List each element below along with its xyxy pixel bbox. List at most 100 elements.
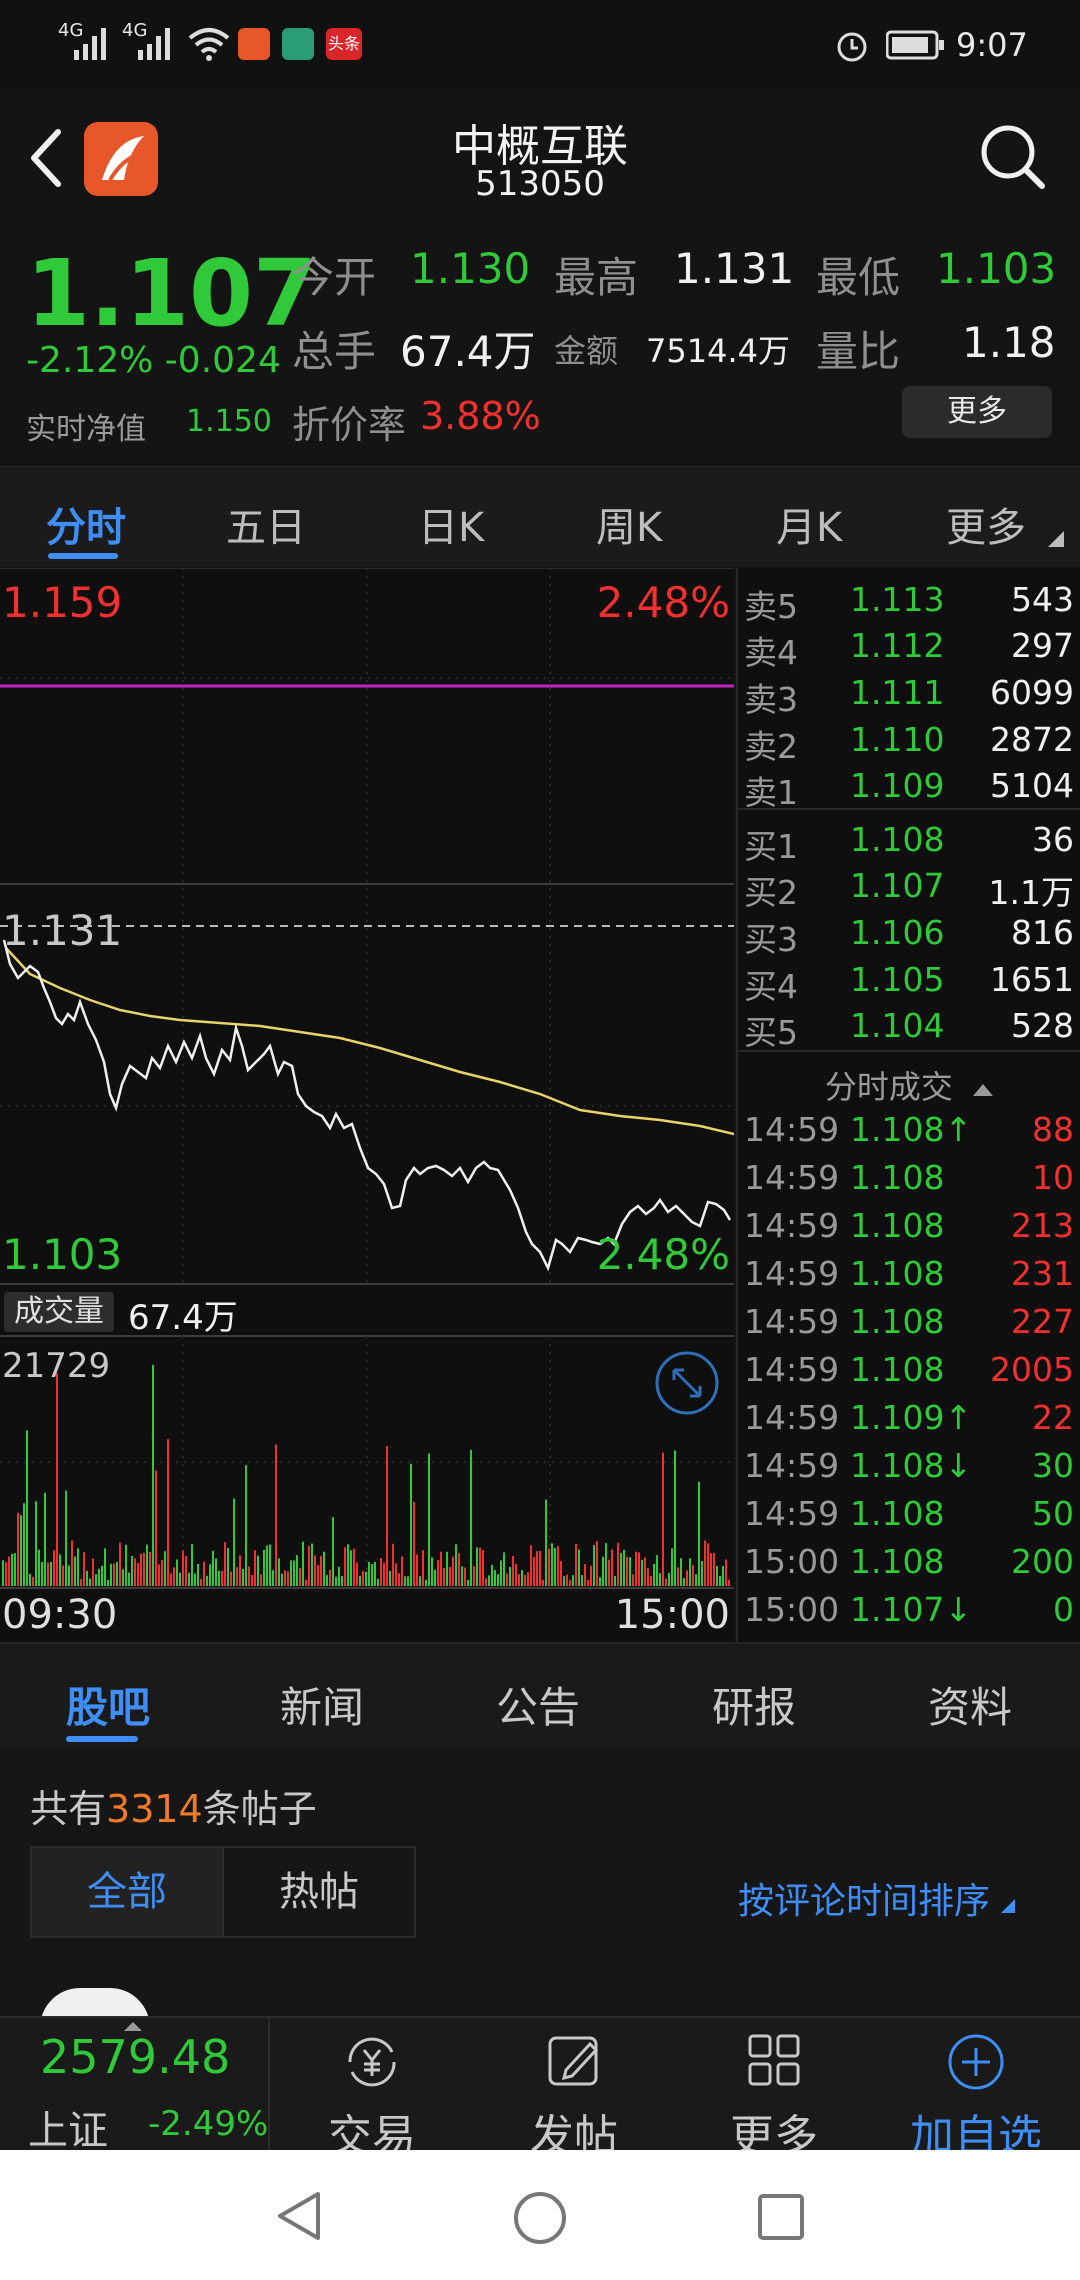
post-button[interactable]: 发帖 [474,2018,674,2162]
volume-bar [671,1548,673,1586]
tab-guba[interactable]: 股吧 [66,1683,151,1732]
volume-bar [101,1565,103,1586]
expand-up-icon [124,2022,142,2031]
volume-bar [155,1470,157,1586]
trade-button[interactable]: 交易 [272,2018,472,2162]
volume-bar [200,1578,202,1586]
tab-intraday[interactable]: 分时 [46,505,126,551]
battery-icon [886,30,944,60]
volume-bar [572,1575,574,1586]
volume-bar [38,1549,40,1586]
post-filter: 全部 热帖 [30,1846,416,1938]
volume-bar [122,1569,124,1586]
volume-max: 21729 [2,1346,111,1386]
volume-bar [719,1575,721,1586]
index-ticker[interactable]: 2579.48 上证 -2.49% [0,2018,270,2154]
nav-value: 1.150 [186,404,272,439]
volume-bar [341,1575,343,1586]
volume-bar [167,1439,169,1586]
volume-bar [239,1555,241,1586]
chart-mid-price: 1.131 [2,906,123,955]
trades-header[interactable]: 分时成交 [738,1062,1080,1108]
trade-row: 15:00 1.108 200 [744,1542,1074,1581]
trade-row: 14:59 1.108 231 [744,1254,1074,1293]
volume-bar [647,1568,649,1586]
add-watchlist-button[interactable]: 加自选 [876,2018,1076,2162]
tab-news[interactable]: 新闻 [280,1683,365,1732]
ask-row: 卖2 1.110 2872 [744,720,1074,766]
tab-announcements[interactable]: 公告 [496,1683,581,1732]
status-bar: 4G 4G 头条 9:07 [0,0,1080,92]
quote-panel: 1.107 -2.12% -0.024 实时净值 1.150 今开 1.130 … [0,222,1080,464]
back-icon[interactable] [26,126,66,190]
clock: 9:07 [956,26,1028,64]
intraday-chart[interactable]: 1.159 2.48% 1.131 1.103 2.48% 成交量 67.4万 … [0,568,734,1642]
volume-bar [293,1560,295,1586]
volume-bar [62,1565,64,1586]
more-button[interactable]: 更多 [674,2018,874,2162]
volume-bar [362,1571,364,1586]
volume-bar [233,1498,235,1586]
volume-bar [554,1548,556,1586]
volume-bar [194,1573,196,1586]
volume-bar [356,1562,358,1586]
more-quote-button[interactable]: 更多 [902,386,1052,438]
volume-bar [575,1543,577,1586]
time-start: 09:30 [2,1592,118,1638]
signal-label-2: 4G [122,20,148,41]
volume-bar [119,1542,121,1586]
volume-bar [179,1572,181,1586]
tab-more[interactable]: 更多 [946,505,1026,551]
volume-bar [302,1541,304,1586]
volume-bar [128,1572,130,1586]
volume-bar [428,1453,430,1586]
tab-weekly-k[interactable]: 周K [596,505,663,551]
volume-bar [185,1556,187,1586]
volume-bar [524,1575,526,1586]
time-end: 15:00 [614,1592,730,1638]
volume-bar [383,1562,385,1586]
filter-hot[interactable]: 热帖 [222,1848,414,1936]
volume-bar [131,1555,133,1586]
volume-bar [77,1548,79,1586]
volume-bar [149,1551,151,1586]
filter-all[interactable]: 全部 [32,1848,222,1936]
volume-bar [473,1566,475,1586]
volume-bar [92,1558,94,1586]
volume-bar [311,1543,313,1586]
volume-bar [431,1557,433,1586]
volume-bar [320,1556,322,1586]
volume-bar [581,1575,583,1586]
volume-bar [275,1444,277,1586]
volume-bar [284,1570,286,1586]
fullscreen-icon[interactable] [654,1350,720,1416]
volume-bar [152,1364,154,1586]
search-icon[interactable] [978,122,1048,192]
tab-daily-k[interactable]: 日K [418,505,485,551]
index-name: 上证 [28,2108,108,2154]
volume-bar [650,1576,652,1586]
app-notification-icon [238,28,270,60]
volume-bar [170,1573,172,1586]
tab-monthly-k[interactable]: 月K [776,505,843,551]
volume-bar [704,1540,706,1586]
nav-home-icon[interactable] [512,2190,568,2246]
tab-profile[interactable]: 资料 [928,1683,1013,1732]
volume-bar [347,1544,349,1586]
open-value: 1.130 [410,244,531,293]
volume-bar [23,1503,25,1586]
volume-bar [542,1579,544,1586]
sort-toggle[interactable]: 按评论时间排序 [738,1872,1016,1924]
volume-bar [5,1562,7,1586]
low-value: 1.103 [936,244,1057,293]
tab-research[interactable]: 研报 [712,1683,797,1732]
volume-bar [71,1540,73,1586]
nav-recents-icon[interactable] [756,2192,806,2242]
nav-back-icon[interactable] [274,2190,324,2242]
volume-bar [404,1576,406,1586]
tab-five-day[interactable]: 五日 [226,505,306,551]
volume-bar [182,1550,184,1586]
volume-bar [248,1566,250,1586]
volume-bar [242,1568,244,1586]
volume-bar [539,1550,541,1586]
